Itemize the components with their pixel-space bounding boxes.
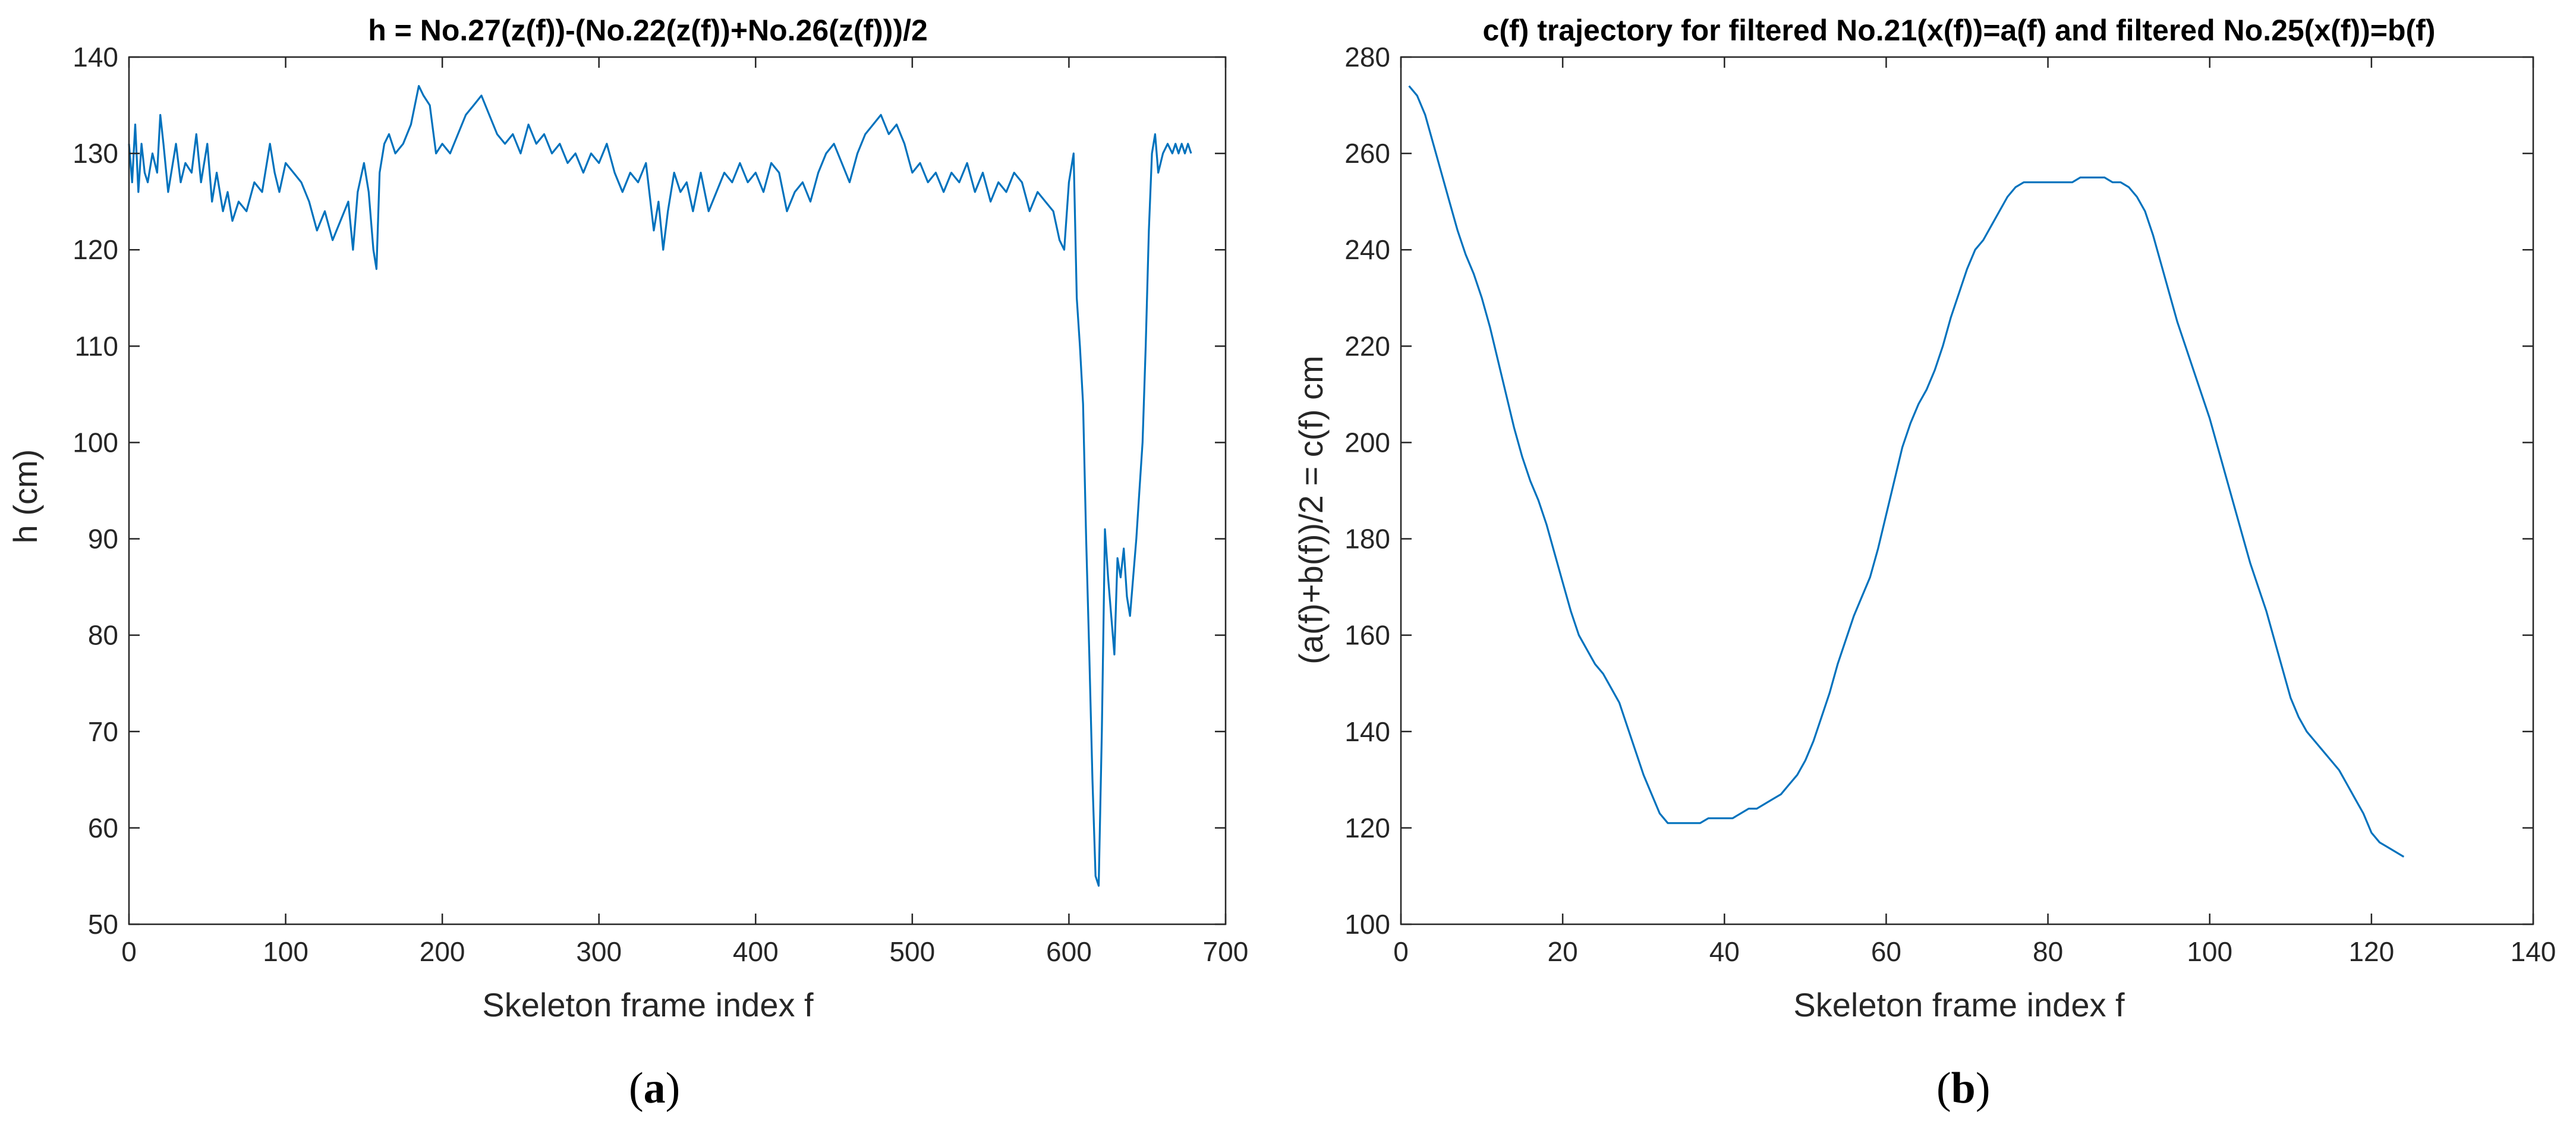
chart-a-axes-box: [128, 56, 1227, 925]
chart-b-xtick-label: 20: [1548, 936, 1578, 967]
chart-a-ytick-label: 50: [88, 909, 118, 940]
chart-a-ytick-label: 120: [73, 234, 118, 265]
chart-b-xtick-label: 140: [2511, 936, 2556, 967]
panel-label-open-paren: (: [629, 1064, 644, 1113]
chart-a-series-line-h: [128, 85, 1192, 887]
panel-label-close-paren: ): [666, 1064, 681, 1113]
chart-b-ytick-label: 280: [1344, 42, 1390, 73]
chart-b-ytick-label: 160: [1344, 620, 1390, 651]
chart-a-ylabel: h (cm): [7, 449, 44, 544]
chart-b-xtick-label: 120: [2348, 936, 2394, 967]
chart-a-ytick-label: 130: [73, 138, 118, 169]
chart-a-xlabel: Skeleton frame index f: [482, 986, 814, 1024]
chart-b-xtick-label: 100: [2187, 936, 2232, 967]
chart-a-ytick-label: 70: [88, 716, 118, 747]
chart-b-ytick-label: 220: [1344, 330, 1390, 361]
panel-label-open-paren: (: [1936, 1064, 1951, 1113]
panel-label-letter: a: [644, 1064, 666, 1113]
chart-b-ytick-label: 140: [1344, 716, 1390, 747]
chart-a-xtick-label: 200: [420, 936, 465, 967]
chart-b-ylabel: (a(f)+b(f))/2 = c(f) cm: [1292, 355, 1330, 665]
chart-a-ytick-label: 110: [75, 330, 118, 361]
chart-b-panel-label: (b): [1936, 1064, 1990, 1113]
chart-b-series-line-c: [1408, 85, 2405, 858]
chart-a-xtick-label: 100: [263, 936, 308, 967]
chart-b: c(f) trajectory for filtered No.21(x(f))…: [1292, 14, 2556, 1113]
chart-b-xtick-label: 0: [1393, 936, 1409, 967]
chart-b-ytick-label: 260: [1344, 138, 1390, 169]
chart-a-ytick-label: 100: [73, 427, 118, 458]
chart-a-xtick-label: 0: [121, 936, 137, 967]
chart-b-ytick-label: 240: [1344, 234, 1390, 265]
chart-a-panel-label: (a): [629, 1064, 680, 1113]
chart-a-xtick-label: 500: [889, 936, 935, 967]
panel-label-close-paren: ): [1976, 1064, 1991, 1113]
chart-a-xtick-label: 400: [733, 936, 779, 967]
chart-a-ytick-label: 60: [88, 813, 118, 843]
chart-b-axes-box: [1400, 56, 2534, 925]
chart-a-xtick-label: 700: [1203, 936, 1249, 967]
chart-a-ytick-label: 90: [88, 524, 118, 555]
panel-label-letter: b: [1951, 1064, 1976, 1113]
chart-b-xlabel: Skeleton frame index f: [1793, 986, 2125, 1024]
chart-b-ytick-label: 200: [1344, 427, 1390, 458]
chart-b-xtick-label: 80: [2033, 936, 2063, 967]
chart-a: h = No.27(z(f))-(No.22(z(f))+No.26(z(f))…: [7, 14, 1248, 1113]
chart-b-ytick-label: 120: [1344, 813, 1390, 843]
chart-b-ytick-label: 180: [1344, 524, 1390, 555]
chart-a-ytick-label: 80: [88, 620, 118, 651]
chart-b-xtick-label: 60: [1871, 936, 1901, 967]
chart-a-title: h = No.27(z(f))-(No.22(z(f))+No.26(z(f))…: [368, 14, 928, 47]
chart-b-xtick-label: 40: [1709, 936, 1740, 967]
chart-b-title: c(f) trajectory for filtered No.21(x(f))…: [1483, 14, 2436, 47]
chart-a-ytick-label: 140: [73, 42, 118, 73]
chart-b-ytick-label: 100: [1344, 909, 1390, 940]
chart-a-xtick-label: 600: [1046, 936, 1092, 967]
chart-a-xtick-label: 300: [576, 936, 622, 967]
